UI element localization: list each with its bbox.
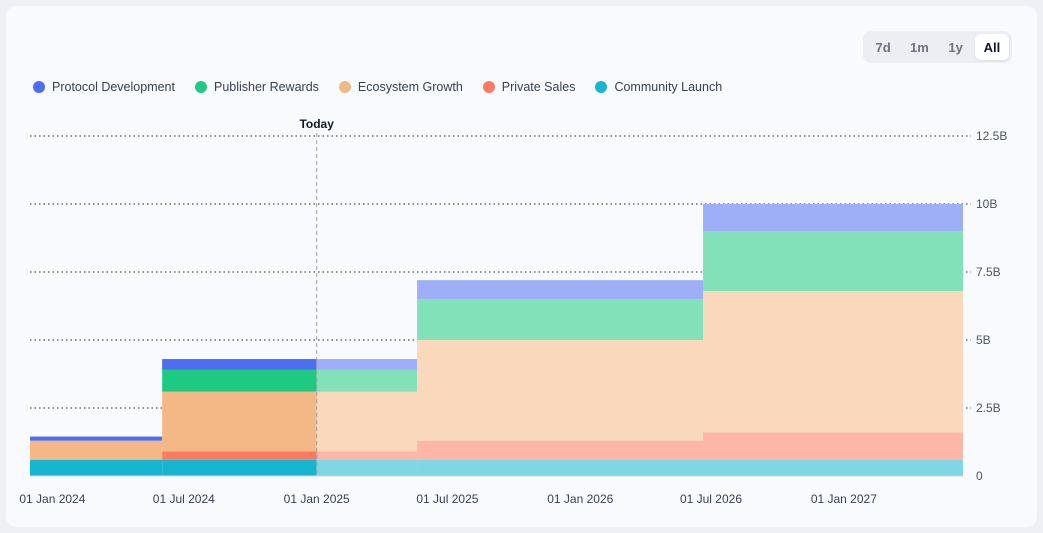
x-tick-label: 01 Jul 2024 [153, 492, 215, 506]
x-tick-label: 01 Jan 2027 [811, 492, 877, 506]
area-segment-ecosystem-growth [30, 440, 163, 460]
legend-item-private-sales[interactable]: Private Sales [482, 80, 576, 94]
legend-label: Community Launch [614, 80, 723, 94]
legend-dot [194, 81, 207, 93]
time-range-selector: 7d 1m 1y All [863, 31, 1012, 63]
legend-item-community-launch[interactable]: Community Launch [595, 80, 722, 94]
area-segment-protocol-development [703, 204, 963, 232]
legend-dot [482, 81, 495, 93]
legend-dot [338, 81, 351, 93]
range-7d-button[interactable]: 7d [875, 39, 891, 55]
range-all-button[interactable]: All [974, 34, 1009, 60]
x-tick-label: 01 Jul 2026 [680, 492, 742, 506]
x-tick-label: 01 Jan 2026 [547, 492, 613, 506]
y-tick-label: 10B [976, 197, 997, 211]
area-segment-publisher-rewards [417, 299, 704, 340]
y-tick-label: 0 [976, 469, 983, 483]
chart-legend: Protocol Development Publisher Rewards E… [33, 80, 742, 94]
area-segment-community-launch [417, 459, 704, 476]
area-segment-protocol-development [316, 359, 418, 370]
legend-label: Private Sales [501, 80, 576, 94]
legend-label: Ecosystem Growth [357, 80, 463, 94]
area-segment-private-sales [316, 451, 418, 460]
legend-item-ecosystem-growth[interactable]: Ecosystem Growth [338, 80, 463, 94]
area-segment-community-launch [30, 459, 163, 476]
area-segment-private-sales [162, 451, 317, 460]
area-segment-community-launch [316, 459, 418, 476]
range-1m-button[interactable]: 1m [909, 39, 929, 55]
area-segment-private-sales [417, 440, 704, 460]
area-segment-ecosystem-growth [417, 340, 704, 441]
area-segment-community-launch [162, 459, 317, 476]
area-segment-publisher-rewards [703, 231, 963, 292]
legend-dot [595, 81, 608, 93]
area-segment-publisher-rewards [316, 369, 418, 392]
y-tick-label: 2.5B [976, 401, 1001, 415]
area-segment-private-sales [703, 432, 963, 460]
y-tick-label: 12.5B [976, 129, 1007, 143]
x-tick-label: 01 Jan 2025 [284, 492, 350, 506]
area-segment-community-launch [703, 459, 963, 476]
today-label: Today [299, 117, 334, 131]
y-tick-label: 5B [976, 333, 991, 347]
area-segment-protocol-development [417, 280, 704, 300]
legend-item-publisher-rewards[interactable]: Publisher Rewards [194, 80, 319, 94]
area-segment-publisher-rewards [162, 369, 317, 392]
y-tick-label: 7.5B [976, 265, 1001, 279]
legend-label: Publisher Rewards [213, 80, 319, 94]
area-segment-protocol-development [162, 359, 317, 370]
x-tick-label: 01 Jul 2025 [416, 492, 478, 506]
legend-item-protocol-development[interactable]: Protocol Development [33, 80, 175, 94]
legend-dot [33, 81, 45, 93]
x-tick-label: 01 Jan 2024 [19, 492, 85, 506]
area-segment-ecosystem-growth [162, 391, 317, 452]
legend-label: Protocol Development [52, 80, 175, 94]
range-1y-button[interactable]: 1y [948, 39, 963, 55]
area-segment-protocol-development [30, 436, 163, 441]
area-segment-ecosystem-growth [316, 391, 418, 452]
area-segment-ecosystem-growth [703, 291, 963, 433]
